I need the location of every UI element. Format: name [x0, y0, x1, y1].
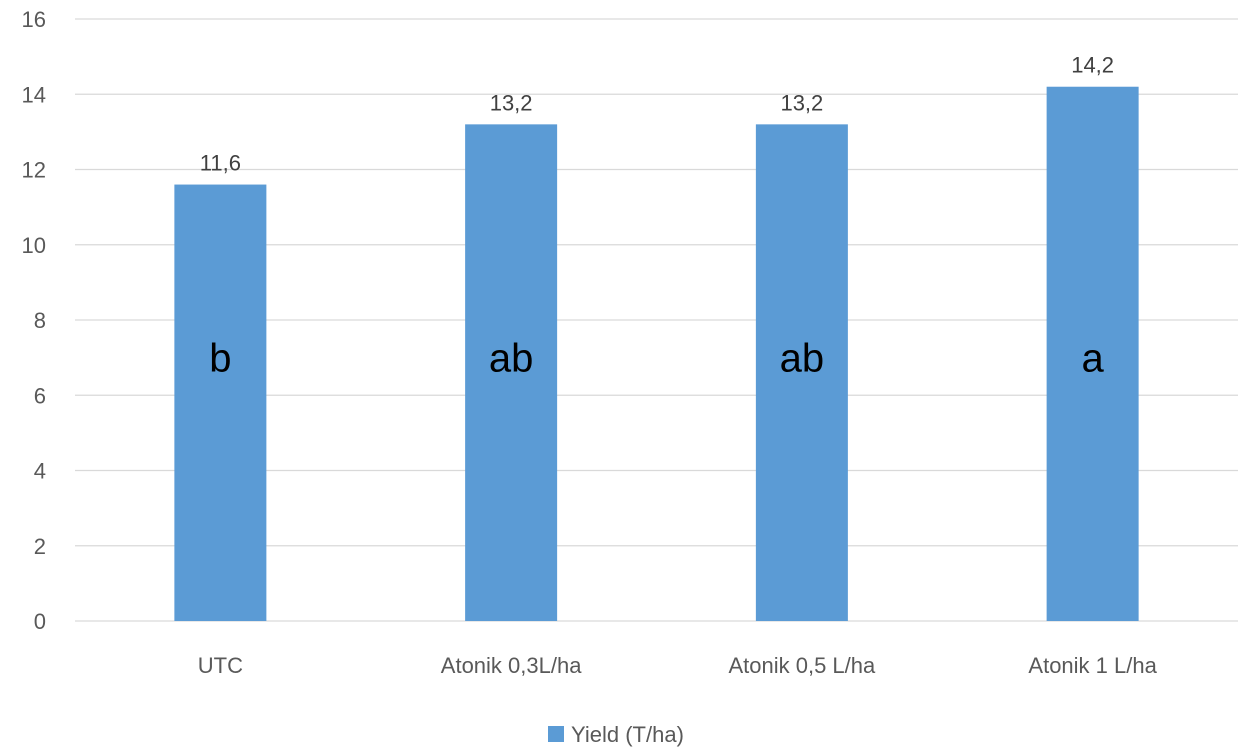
legend: Yield (T/ha): [548, 722, 684, 747]
significance-letters: b ab ab a: [209, 337, 1104, 381]
bars: [174, 86, 1139, 622]
data-label: 13,2: [490, 90, 533, 115]
significance-letter: ab: [780, 337, 825, 381]
x-tick-label: UTC: [198, 653, 243, 678]
data-label: 13,2: [780, 90, 823, 115]
data-label: 11,6: [200, 151, 241, 176]
bar: [174, 184, 267, 622]
x-tick-label: Atonik 0,5 L/ha: [728, 653, 876, 678]
bar: [755, 124, 848, 621]
y-tick-label: 4: [34, 459, 46, 484]
significance-letter: a: [1082, 337, 1105, 381]
x-tick-label: Atonik 0,3L/ha: [441, 653, 582, 678]
data-labels: 11,6 13,2 13,2 14,2: [200, 53, 1114, 176]
y-axis-tick-labels: 0 2 4 6 8 10 12 14 16: [22, 7, 46, 634]
data-label: 14,2: [1071, 53, 1114, 78]
x-axis-category-labels: UTC Atonik 0,3L/ha Atonik 0,5 L/ha Atonik 1…: [198, 653, 1158, 678]
y-tick-label: 2: [34, 534, 46, 559]
legend-label: Yield (T/ha): [571, 722, 684, 747]
x-tick-label: Atonik 1 L/ha: [1028, 653, 1157, 678]
legend-swatch: [548, 726, 564, 742]
bar: [465, 124, 558, 621]
bar: [1046, 86, 1139, 622]
y-tick-label: 14: [22, 82, 46, 107]
significance-letter: ab: [489, 337, 534, 381]
y-tick-label: 0: [34, 609, 46, 634]
gridlines: [75, 18, 1238, 622]
significance-letter: b: [209, 337, 231, 381]
y-tick-label: 16: [22, 7, 46, 32]
y-tick-label: 10: [22, 233, 46, 258]
y-tick-label: 6: [34, 383, 46, 408]
y-tick-label: 12: [22, 158, 46, 183]
y-tick-label: 8: [34, 308, 46, 333]
